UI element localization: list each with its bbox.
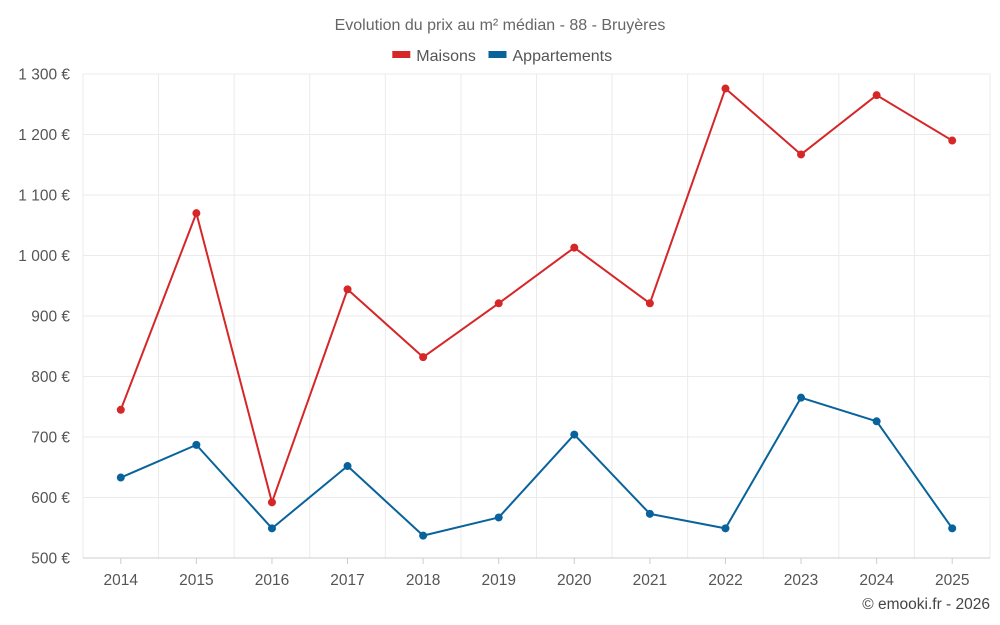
axes: 500 € 600 € 700 € 800 € 900 € 1 000 € 1 100 € 1… <box>18 67 990 589</box>
legend: Maisons Appartements <box>392 48 612 65</box>
data-point-maisons <box>645 299 654 308</box>
y-tick-label: 500 € <box>31 551 70 568</box>
data-point-appartements <box>797 393 806 402</box>
x-tick-label: 2017 <box>330 572 364 589</box>
series-line-maisons <box>119 87 953 504</box>
x-tick-label: 2023 <box>784 572 818 589</box>
x-tick-label: 2025 <box>935 572 969 589</box>
data-point-maisons <box>872 91 881 100</box>
data-point-maisons <box>797 150 806 159</box>
data-point-maisons <box>948 136 957 145</box>
data-point-maisons <box>721 84 730 93</box>
x-tick-label: 2019 <box>481 572 515 589</box>
data-point-appartements <box>721 524 730 533</box>
x-tick-label: 2024 <box>859 572 894 589</box>
data-point-maisons <box>267 498 276 507</box>
legend-label-maisons: Maisons <box>416 48 476 65</box>
data-point-appartements <box>570 430 579 439</box>
x-tick-label: 2016 <box>255 572 289 589</box>
data-point-appartements <box>419 531 428 540</box>
x-tick-label: 2020 <box>557 572 592 589</box>
credit-text: © emooki.fr - 2026 <box>862 596 990 613</box>
y-tick-label: 700 € <box>31 430 70 447</box>
chart-title: Evolution du prix au m² médian - 88 - Br… <box>335 17 666 34</box>
grid <box>82 73 991 558</box>
series-line-appartements <box>120 396 954 537</box>
y-tick-label: 900 € <box>31 309 70 326</box>
y-tick-label: 1 100 € <box>18 188 70 205</box>
y-tick-label: 600 € <box>31 490 70 507</box>
data-point-appartements <box>948 524 957 533</box>
data-point-appartements <box>192 440 201 449</box>
data-point-appartements <box>116 473 125 482</box>
legend-label-appartements: Appartements <box>513 48 613 65</box>
y-tick-label: 1 000 € <box>18 248 70 265</box>
data-point-appartements <box>267 524 276 533</box>
x-tick-label: 2014 <box>104 572 139 589</box>
data-point-maisons <box>419 353 428 362</box>
x-tick-label: 2015 <box>179 572 213 589</box>
data-point-appartements <box>494 513 503 522</box>
data-point-appartements <box>872 417 881 426</box>
y-tick-label: 800 € <box>31 369 70 386</box>
x-tick-label: 2022 <box>708 572 742 589</box>
legend-swatch-appartements <box>488 51 507 58</box>
y-tick-label: 1 300 € <box>18 67 70 84</box>
y-tick-label: 1 200 € <box>18 127 70 144</box>
x-tick-label: 2018 <box>406 572 440 589</box>
data-point-maisons <box>494 299 503 308</box>
data-point-maisons <box>192 209 201 218</box>
data-point-maisons <box>116 405 125 414</box>
data-point-appartements <box>343 462 352 471</box>
data-point-appartements <box>645 509 654 518</box>
data-point-maisons <box>570 243 579 252</box>
data-point-maisons <box>343 285 352 294</box>
x-tick-label: 2021 <box>633 572 667 589</box>
legend-swatch-maisons <box>392 51 411 58</box>
series <box>116 84 957 540</box>
